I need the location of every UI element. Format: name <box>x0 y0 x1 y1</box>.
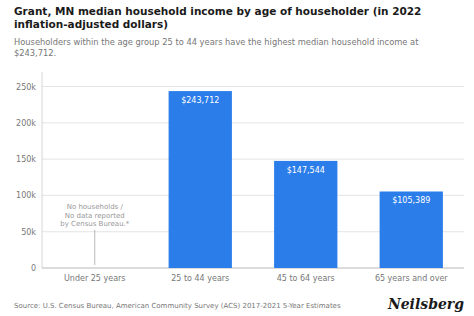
annotation-line: No households / <box>67 203 124 211</box>
subtitle: Householders within the age group 25 to … <box>14 37 419 58</box>
bars <box>169 91 443 268</box>
grid-line <box>42 159 464 160</box>
annotation-line: by Census Bureau.* <box>60 220 130 228</box>
x-tick-label: 25 to 44 years <box>171 274 229 283</box>
x-tick-label: 65 years and over <box>375 274 448 283</box>
brand: Neilsberg <box>387 296 464 312</box>
title-line: inflation-adjusted dollars) <box>14 18 168 30</box>
y-tick-label: 0 <box>31 264 36 273</box>
title: Grant, MN median household income by age… <box>14 5 421 30</box>
data-label: $147,544 <box>287 166 325 175</box>
data-label: $243,712 <box>181 96 219 105</box>
y-axis-line <box>42 72 43 268</box>
annotation-line: No data reported <box>65 212 125 220</box>
grid-line <box>42 122 464 123</box>
y-tick-label: 100k <box>16 191 36 200</box>
grid-line <box>42 86 464 87</box>
background <box>0 0 474 316</box>
bar <box>169 91 232 268</box>
y-tick-label: 250k <box>16 83 36 92</box>
y-tick-label: 50k <box>21 228 36 237</box>
y-tick-label: 150k <box>16 155 36 164</box>
bar <box>63 268 126 269</box>
bar <box>380 191 443 268</box>
x-tick-label: 45 to 64 years <box>277 274 335 283</box>
annotation: No households /No data reportedby Census… <box>60 203 130 228</box>
chart: Grant, MN median household income by age… <box>0 0 474 316</box>
title-line: Grant, MN median household income by age… <box>14 5 421 17</box>
subtitle-line: $243,712. <box>14 48 56 58</box>
source: Source: U.S. Census Bureau, American Com… <box>14 302 341 310</box>
data-label: $105,389 <box>392 196 430 205</box>
y-tick-label: 200k <box>16 119 36 128</box>
annotation-line <box>94 230 95 265</box>
bar <box>274 161 337 268</box>
x-tick-label: Under 25 years <box>64 274 126 283</box>
subtitle-line: Householders within the age group 25 to … <box>14 37 419 47</box>
